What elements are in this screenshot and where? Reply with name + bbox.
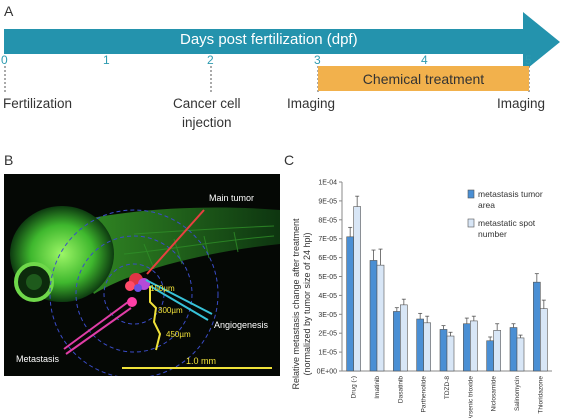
x-tick-label: Salinomycin [514,376,521,411]
bar-spot-number [376,264,385,372]
x-tick-label: TDZD-8 [444,376,451,399]
legend-label: area [478,200,495,210]
y-tick-label: 3E-05 [318,312,337,319]
bar-tumor-area [533,281,541,372]
x-tick-label: Parthenolide [421,376,428,413]
y-axis-label-line1: Relative metastasis change after treatme… [291,218,301,390]
y-tick-label: 8E-05 [318,217,337,224]
bar-tumor-area [486,340,494,372]
tick-label-1: 1 [103,53,110,67]
y-tick-label: 6E-05 [318,255,337,262]
bar-spot-number [400,304,408,372]
bar-spot-number [470,320,478,372]
label-300um: 300µm [158,306,183,315]
chemical-treatment-bar: Chemical treatment [318,66,529,91]
event-fertilization: Fertilization [3,96,73,111]
y-tick-label: 2E-05 [318,331,337,338]
metastasis-spot [127,297,137,307]
bar-spot-number [540,308,548,372]
bar-spot-number [353,206,361,372]
x-tick-label: Thioridazone [537,376,544,414]
x-tick-label: Arsenic trioxide [467,376,474,418]
event-cancer-cell-injection-line2: injection [182,115,232,130]
event-cancer-cell-injection-line1: Cancer cell [173,96,241,111]
fish-body [64,207,280,294]
panel-label-b: B [4,152,14,168]
legend-label: metastatic spot [478,218,536,228]
timeline-arrow-shape [4,12,560,72]
y-tick-label: 0E+00 [317,369,338,376]
tick-label-5: 5 [525,53,532,67]
legend-label: number [478,229,507,239]
x-tick-label: Imatinib [374,376,381,399]
bar-chart: Relative metastasis change after treatme… [291,180,552,418]
bar-spot-number [446,335,455,372]
event-imaging-start: Imaging [287,96,336,111]
bar-spot-number [493,330,501,372]
label-150um: 150µm [150,284,175,293]
legend-label: metastasis tumor [478,189,543,199]
bar-tumor-area [463,323,471,372]
label-main-tumor: Main tumor [209,193,255,203]
main-tumor-mass [125,273,150,292]
zebrafish-fluorescence-image: Main tumor Angiogenesis Metastasis 150µm… [4,174,280,376]
y-axis-label-line2: (normalized by tumor size of 24 hpi) [302,232,312,375]
label-scale: 1.0 mm [186,356,217,366]
x-tick-label: Drug (-) [351,376,358,398]
distance-circle-450 [49,209,219,376]
label-450um: 450µm [166,330,191,339]
bar-spot-number [516,337,525,372]
y-tick-label: 9E-05 [318,198,337,205]
bar-tumor-area [369,260,378,372]
tick-label-0: 0 [1,53,8,67]
event-imaging-end: Imaging [497,96,546,111]
y-tick-label: 7E-05 [318,236,337,243]
x-tick-label: Dasatinib [397,376,404,403]
legend-swatch-0 [467,189,475,199]
bar-spot-number [423,322,431,372]
bar-tumor-area [509,327,518,372]
distance-circle-300 [75,235,193,353]
y-tick-label: 1E-04 [318,180,337,187]
bar-tumor-area [416,318,424,372]
tick-label-4: 4 [421,53,428,67]
y-tick-label: 1E-05 [318,350,337,357]
bar-tumor-area [346,236,354,372]
label-angiogenesis: Angiogenesis [214,320,269,330]
timeline-title: Days post fertilization (dpf) [180,31,358,48]
tick-label-2: 2 [207,53,214,67]
bar-tumor-area [439,329,448,372]
tick-label-3: 3 [314,53,321,67]
legend-swatch-1 [467,218,475,228]
y-tick-label: 4E-05 [318,293,337,300]
panel-label-c: C [284,152,295,168]
y-tick-label: 5E-05 [318,274,337,281]
panel-label-a: A [4,3,14,19]
label-metastasis: Metastasis [16,354,60,364]
zebrafish-drawing [10,206,280,376]
bar-tumor-area [393,311,401,372]
x-tick-label: Niclosamide [491,376,498,412]
